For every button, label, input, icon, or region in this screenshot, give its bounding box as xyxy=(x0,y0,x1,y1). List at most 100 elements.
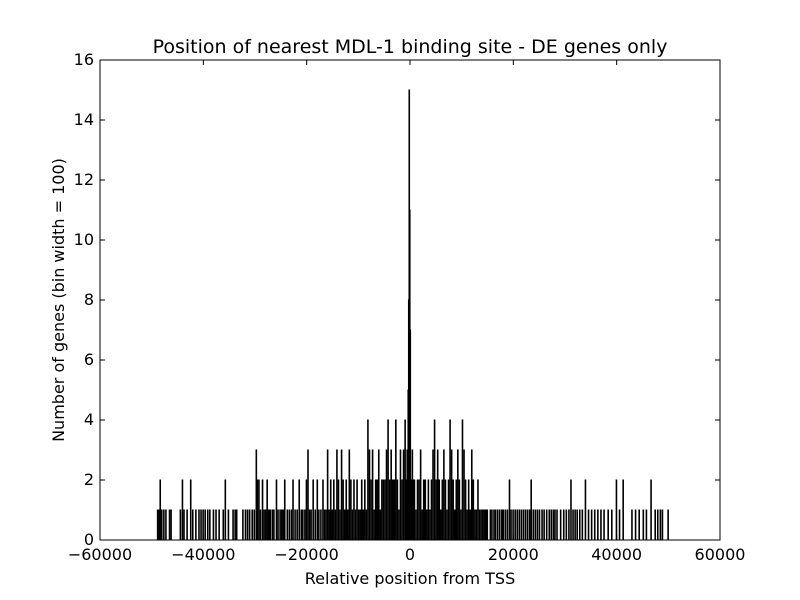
histogram-bar xyxy=(282,509,284,541)
histogram-bar xyxy=(477,479,479,541)
histogram-bar xyxy=(634,509,637,541)
histogram-bar xyxy=(365,509,368,541)
histogram-bar xyxy=(510,509,512,541)
histogram-bar xyxy=(444,479,447,541)
histogram-bar xyxy=(280,509,283,541)
y-tick-label: 14 xyxy=(74,110,94,129)
y-tick-label: 16 xyxy=(74,50,94,69)
histogram-bar xyxy=(467,479,470,541)
histogram-bar xyxy=(181,479,184,541)
histogram-bar xyxy=(399,449,402,541)
histogram-bar xyxy=(486,509,489,541)
histogram-bar xyxy=(339,509,341,541)
histogram-bar xyxy=(642,509,645,541)
histogram-bar xyxy=(189,479,192,541)
histogram-bar xyxy=(472,479,475,541)
histogram-bar xyxy=(246,509,249,541)
plot-frame xyxy=(99,59,721,541)
histogram-bar xyxy=(581,509,584,541)
histogram-bar xyxy=(267,509,270,541)
x-tick-label: 40000 xyxy=(591,545,642,564)
histogram-bar xyxy=(418,479,420,541)
histogram-bar xyxy=(461,419,464,541)
y-tick-label: 2 xyxy=(84,470,94,489)
histogram-bar xyxy=(548,509,551,541)
histogram-bar xyxy=(329,479,332,541)
histogram-bar xyxy=(453,509,456,541)
histogram-bar xyxy=(638,509,640,541)
histogram-bar xyxy=(242,509,244,541)
histogram-bar xyxy=(516,509,519,541)
histogram-bar xyxy=(209,509,211,541)
histogram-bar xyxy=(302,509,304,541)
histogram-bar xyxy=(572,509,574,541)
histogram-bar xyxy=(667,509,669,541)
histogram-bar xyxy=(395,419,397,541)
histogram-bar xyxy=(158,509,160,541)
histogram-bar xyxy=(320,509,322,541)
histogram-bar xyxy=(198,509,200,541)
histogram-bar xyxy=(565,509,568,541)
histogram-bar xyxy=(502,509,505,541)
histogram-bar xyxy=(259,509,262,541)
histogram-bar xyxy=(373,509,375,541)
histogram-bar xyxy=(206,509,209,541)
histogram-bar xyxy=(337,479,340,541)
histogram-bar xyxy=(261,479,264,541)
histogram-bar xyxy=(314,509,317,541)
histogram-bar xyxy=(385,449,388,541)
histogram-bar xyxy=(498,509,501,541)
histogram-bar xyxy=(387,419,389,541)
histogram-bar xyxy=(292,479,294,541)
x-axis-title: Relative position from TSS xyxy=(305,569,515,588)
histogram-bar xyxy=(377,449,380,541)
histogram-bar xyxy=(286,509,289,541)
histogram-bar xyxy=(345,479,348,541)
histogram-bar xyxy=(200,509,202,541)
histogram-bar xyxy=(419,449,422,541)
histogram-bar xyxy=(483,509,485,541)
histogram-bar xyxy=(526,509,529,541)
histogram-bar xyxy=(215,509,217,541)
histogram-bar xyxy=(413,479,416,541)
histogram-bar xyxy=(559,509,562,541)
histogram-bar xyxy=(343,509,346,541)
histogram-bar xyxy=(275,479,278,541)
histogram-bar xyxy=(424,479,427,541)
histogram-bar xyxy=(452,479,454,541)
histogram-bar xyxy=(312,479,314,541)
histogram-bar xyxy=(463,449,465,541)
histogram-bar xyxy=(493,509,495,541)
histogram-bar xyxy=(411,449,414,541)
histogram-bar xyxy=(593,509,596,541)
x-tick-label: 0 xyxy=(405,545,415,564)
histogram-bar xyxy=(438,479,441,541)
histogram-bar xyxy=(522,509,525,541)
histogram-bar xyxy=(578,509,581,541)
histogram-bar xyxy=(402,449,405,541)
histogram-bar xyxy=(379,509,382,541)
histogram-bar xyxy=(474,509,476,541)
histogram-bar xyxy=(412,479,415,541)
histogram-bar xyxy=(550,509,553,541)
histogram-bar xyxy=(340,449,343,541)
histogram-bar xyxy=(248,509,251,541)
histogram-bar xyxy=(204,509,206,541)
histogram-bar xyxy=(401,479,403,541)
histogram-bar xyxy=(305,479,308,541)
histogram-bar xyxy=(406,449,408,541)
histogram-bar xyxy=(466,509,468,541)
histogram-bar xyxy=(304,509,306,541)
histogram-bar xyxy=(308,509,311,541)
histogram-bar xyxy=(500,509,503,541)
histogram-bar xyxy=(350,479,352,541)
y-tick-label: 6 xyxy=(84,350,94,369)
histogram-bar xyxy=(439,509,442,541)
histogram-bar xyxy=(576,509,578,541)
x-tick-label: −20000 xyxy=(275,545,339,564)
histogram-bar xyxy=(656,509,659,541)
histogram-bar xyxy=(447,479,450,541)
histogram-bar xyxy=(331,509,334,541)
histogram-bar xyxy=(552,509,555,541)
histogram-bar xyxy=(534,509,537,541)
